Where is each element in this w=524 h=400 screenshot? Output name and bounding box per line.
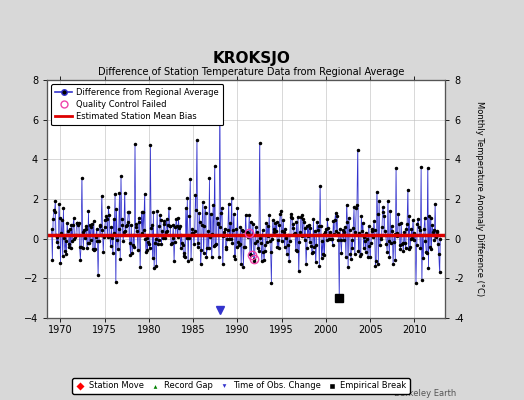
Legend: Station Move, Record Gap, Time of Obs. Change, Empirical Break: Station Move, Record Gap, Time of Obs. C…: [72, 378, 410, 394]
Text: KROKSJO: KROKSJO: [213, 51, 290, 66]
Text: Difference of Station Temperature Data from Regional Average: Difference of Station Temperature Data f…: [99, 67, 405, 77]
Legend: Difference from Regional Average, Quality Control Failed, Estimated Station Mean: Difference from Regional Average, Qualit…: [51, 84, 223, 125]
Y-axis label: Monthly Temperature Anomaly Difference (°C): Monthly Temperature Anomaly Difference (…: [475, 102, 484, 296]
Text: Berkeley Earth: Berkeley Earth: [394, 389, 456, 398]
